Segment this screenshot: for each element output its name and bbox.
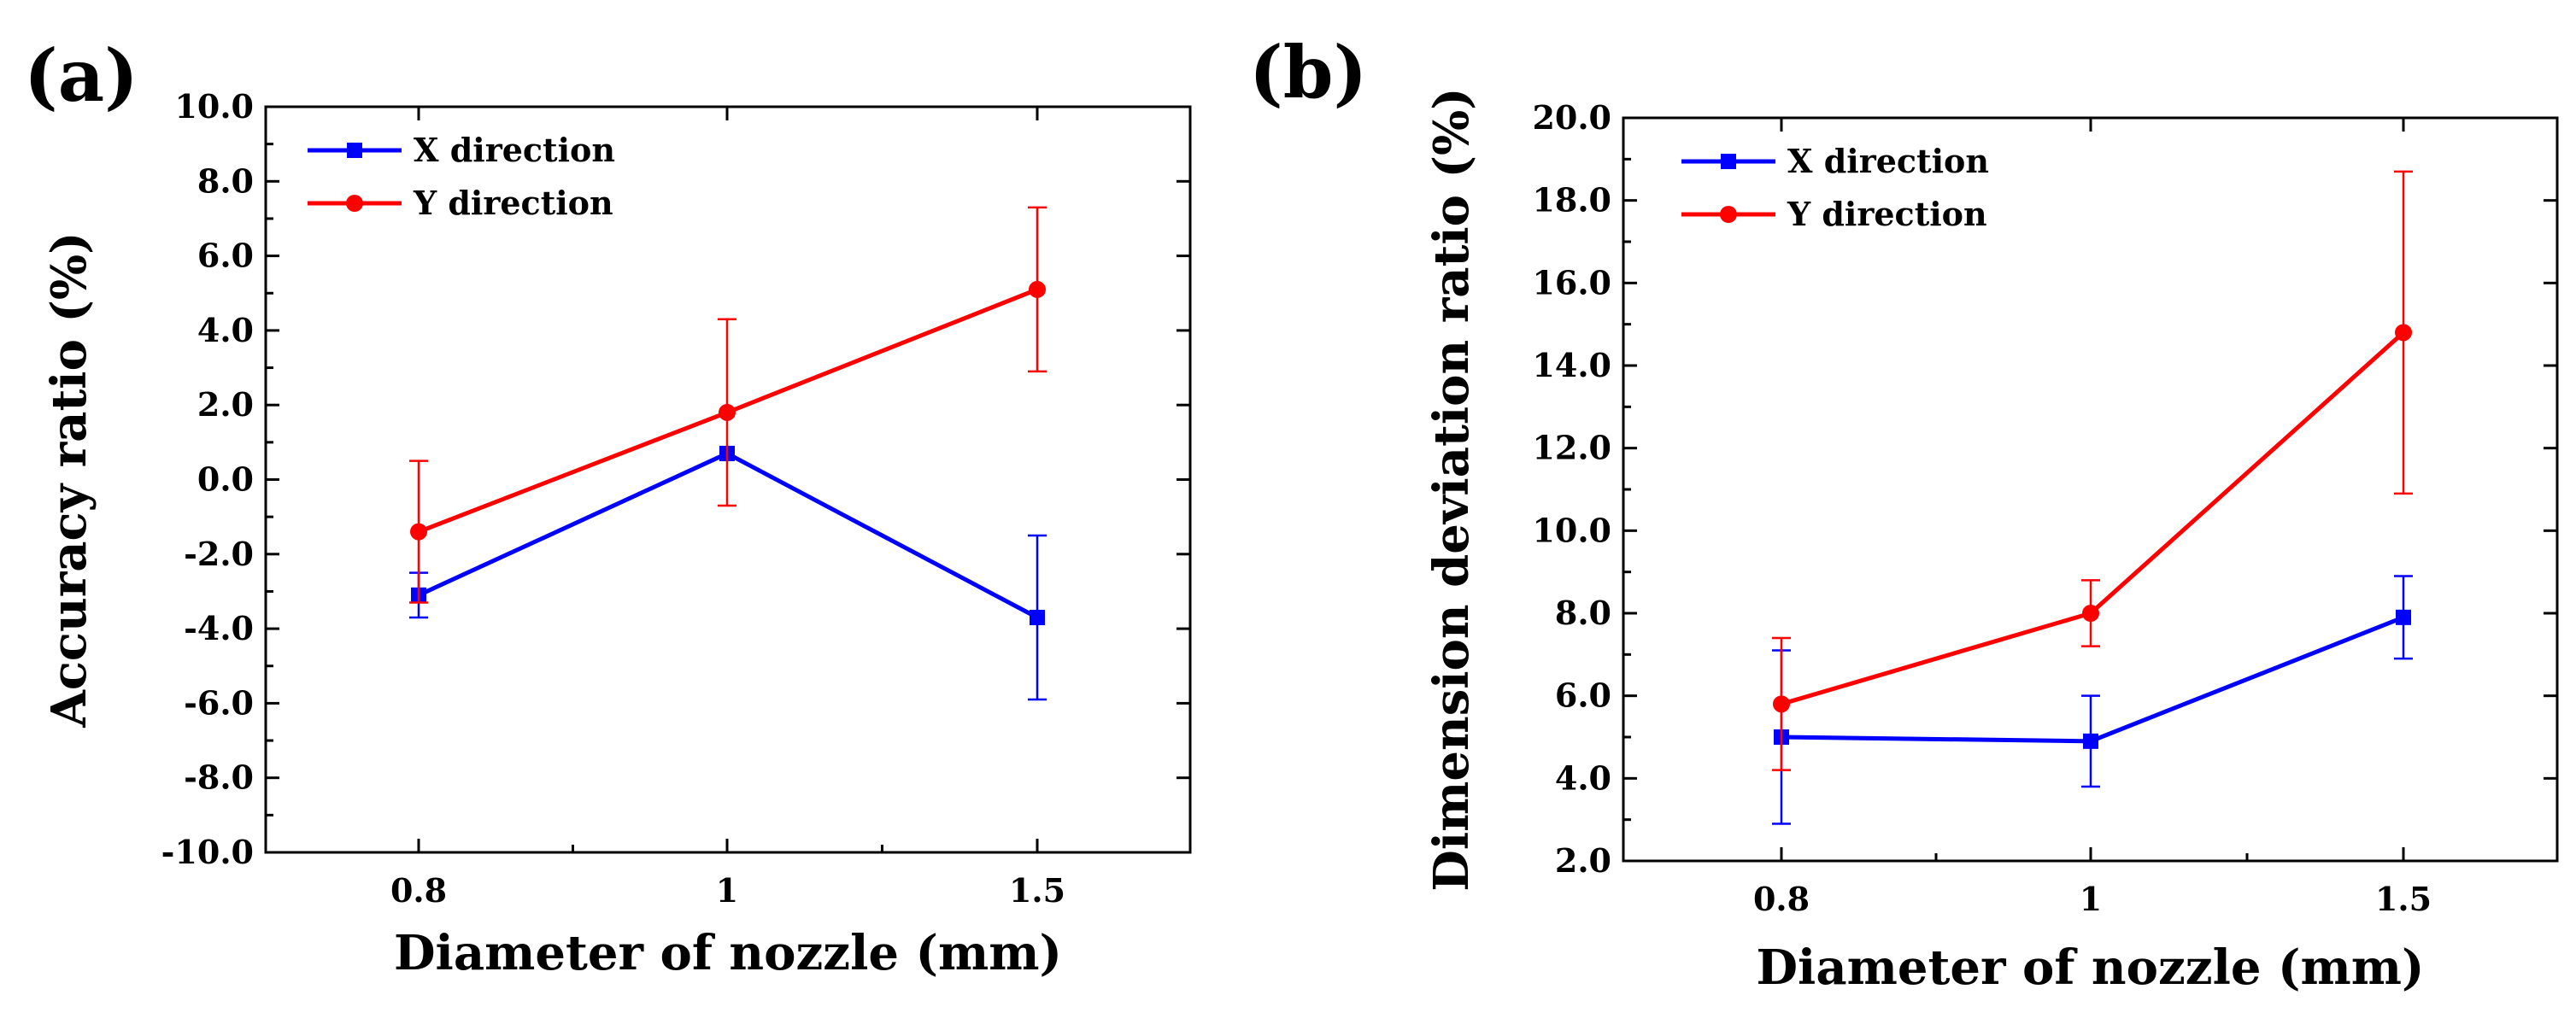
data-point	[2082, 605, 2099, 622]
data-point	[2395, 324, 2412, 342]
legend-entry: X direction	[308, 131, 615, 169]
x-tick-label: 0.8	[390, 871, 447, 910]
legend-label: X direction	[414, 131, 615, 169]
legend-entry: X direction	[1681, 142, 1989, 180]
data-point	[1773, 695, 1790, 713]
y-tick-label: 4.0	[197, 311, 254, 349]
chart-panel-1: (a) -10.0 -8.0 -6.0 -4.0 -2.0 0.0 2.0 4.0 6.0 8.0 1…	[24, 33, 1192, 981]
data-point	[1030, 610, 1045, 626]
x-tick-label: 1.5	[2375, 880, 2432, 918]
y-tick-label: -6.0	[184, 683, 254, 722]
panel-label: (a)	[24, 33, 138, 118]
chart-panel-2: (b) 2.0 4.0 6.0 8.0 10.0 12.0 14.0 16.0 18.0 20.0 0…	[1249, 30, 2559, 996]
legend-marker	[1720, 206, 1737, 223]
y-tick-label: -10.0	[161, 833, 254, 871]
legend-label: Y direction	[1787, 195, 1987, 233]
series-y-direction	[409, 206, 1047, 604]
y-tick-label: 16.0	[1532, 263, 1611, 301]
y-tick-label: 18.0	[1532, 181, 1611, 219]
y-tick-label: 10.0	[1532, 511, 1611, 549]
data-point	[410, 523, 427, 541]
x-axis-title: Diameter of nozzle (mm)	[1756, 939, 2424, 996]
y-tick-label: 2.0	[197, 385, 254, 424]
y-axis-title: Accuracy ratio (%)	[41, 231, 97, 728]
y-tick-label: 20.0	[1532, 98, 1611, 137]
legend-marker	[347, 143, 362, 158]
y-tick-label: -8.0	[184, 758, 254, 797]
y-tick-label: 12.0	[1532, 429, 1611, 467]
panel-label: (b)	[1249, 30, 1367, 114]
x-tick-label: 0.8	[1753, 880, 1810, 918]
y-tick-label: -2.0	[184, 535, 254, 573]
series-line	[1781, 331, 2405, 706]
data-point	[719, 403, 736, 421]
y-axis-title: Dimension deviation ratio (%)	[1423, 87, 1480, 891]
data-point	[2083, 733, 2098, 749]
y-tick-label: 8.0	[1555, 594, 1611, 632]
x-tick-label: 1	[2080, 880, 2102, 918]
legend-marker	[346, 195, 363, 212]
legend-entry: Y direction	[308, 184, 613, 222]
data-point	[2396, 609, 2411, 625]
y-tick-label: 8.0	[197, 161, 254, 200]
legend-label: X direction	[1787, 142, 1989, 180]
x-axis-title: Diameter of nozzle (mm)	[394, 925, 1062, 981]
y-tick-label: -4.0	[184, 609, 254, 647]
series-line	[1781, 615, 2404, 744]
legend-marker	[1721, 154, 1736, 169]
series-y-direction	[1772, 170, 2413, 771]
y-tick-label: 10.0	[174, 87, 254, 126]
y-tick-label: 2.0	[1555, 841, 1611, 880]
y-tick-label: 14.0	[1532, 346, 1611, 384]
y-tick-label: 6.0	[1555, 676, 1611, 715]
data-point	[1029, 280, 1046, 298]
y-tick-label: 0.0	[197, 460, 254, 499]
legend-label: Y direction	[413, 184, 613, 222]
y-tick-label: 6.0	[197, 237, 254, 275]
x-tick-label: 1	[716, 871, 738, 910]
x-tick-label: 1.5	[1009, 871, 1065, 910]
legend-entry: Y direction	[1681, 195, 1987, 233]
y-tick-label: 4.0	[1555, 758, 1611, 797]
